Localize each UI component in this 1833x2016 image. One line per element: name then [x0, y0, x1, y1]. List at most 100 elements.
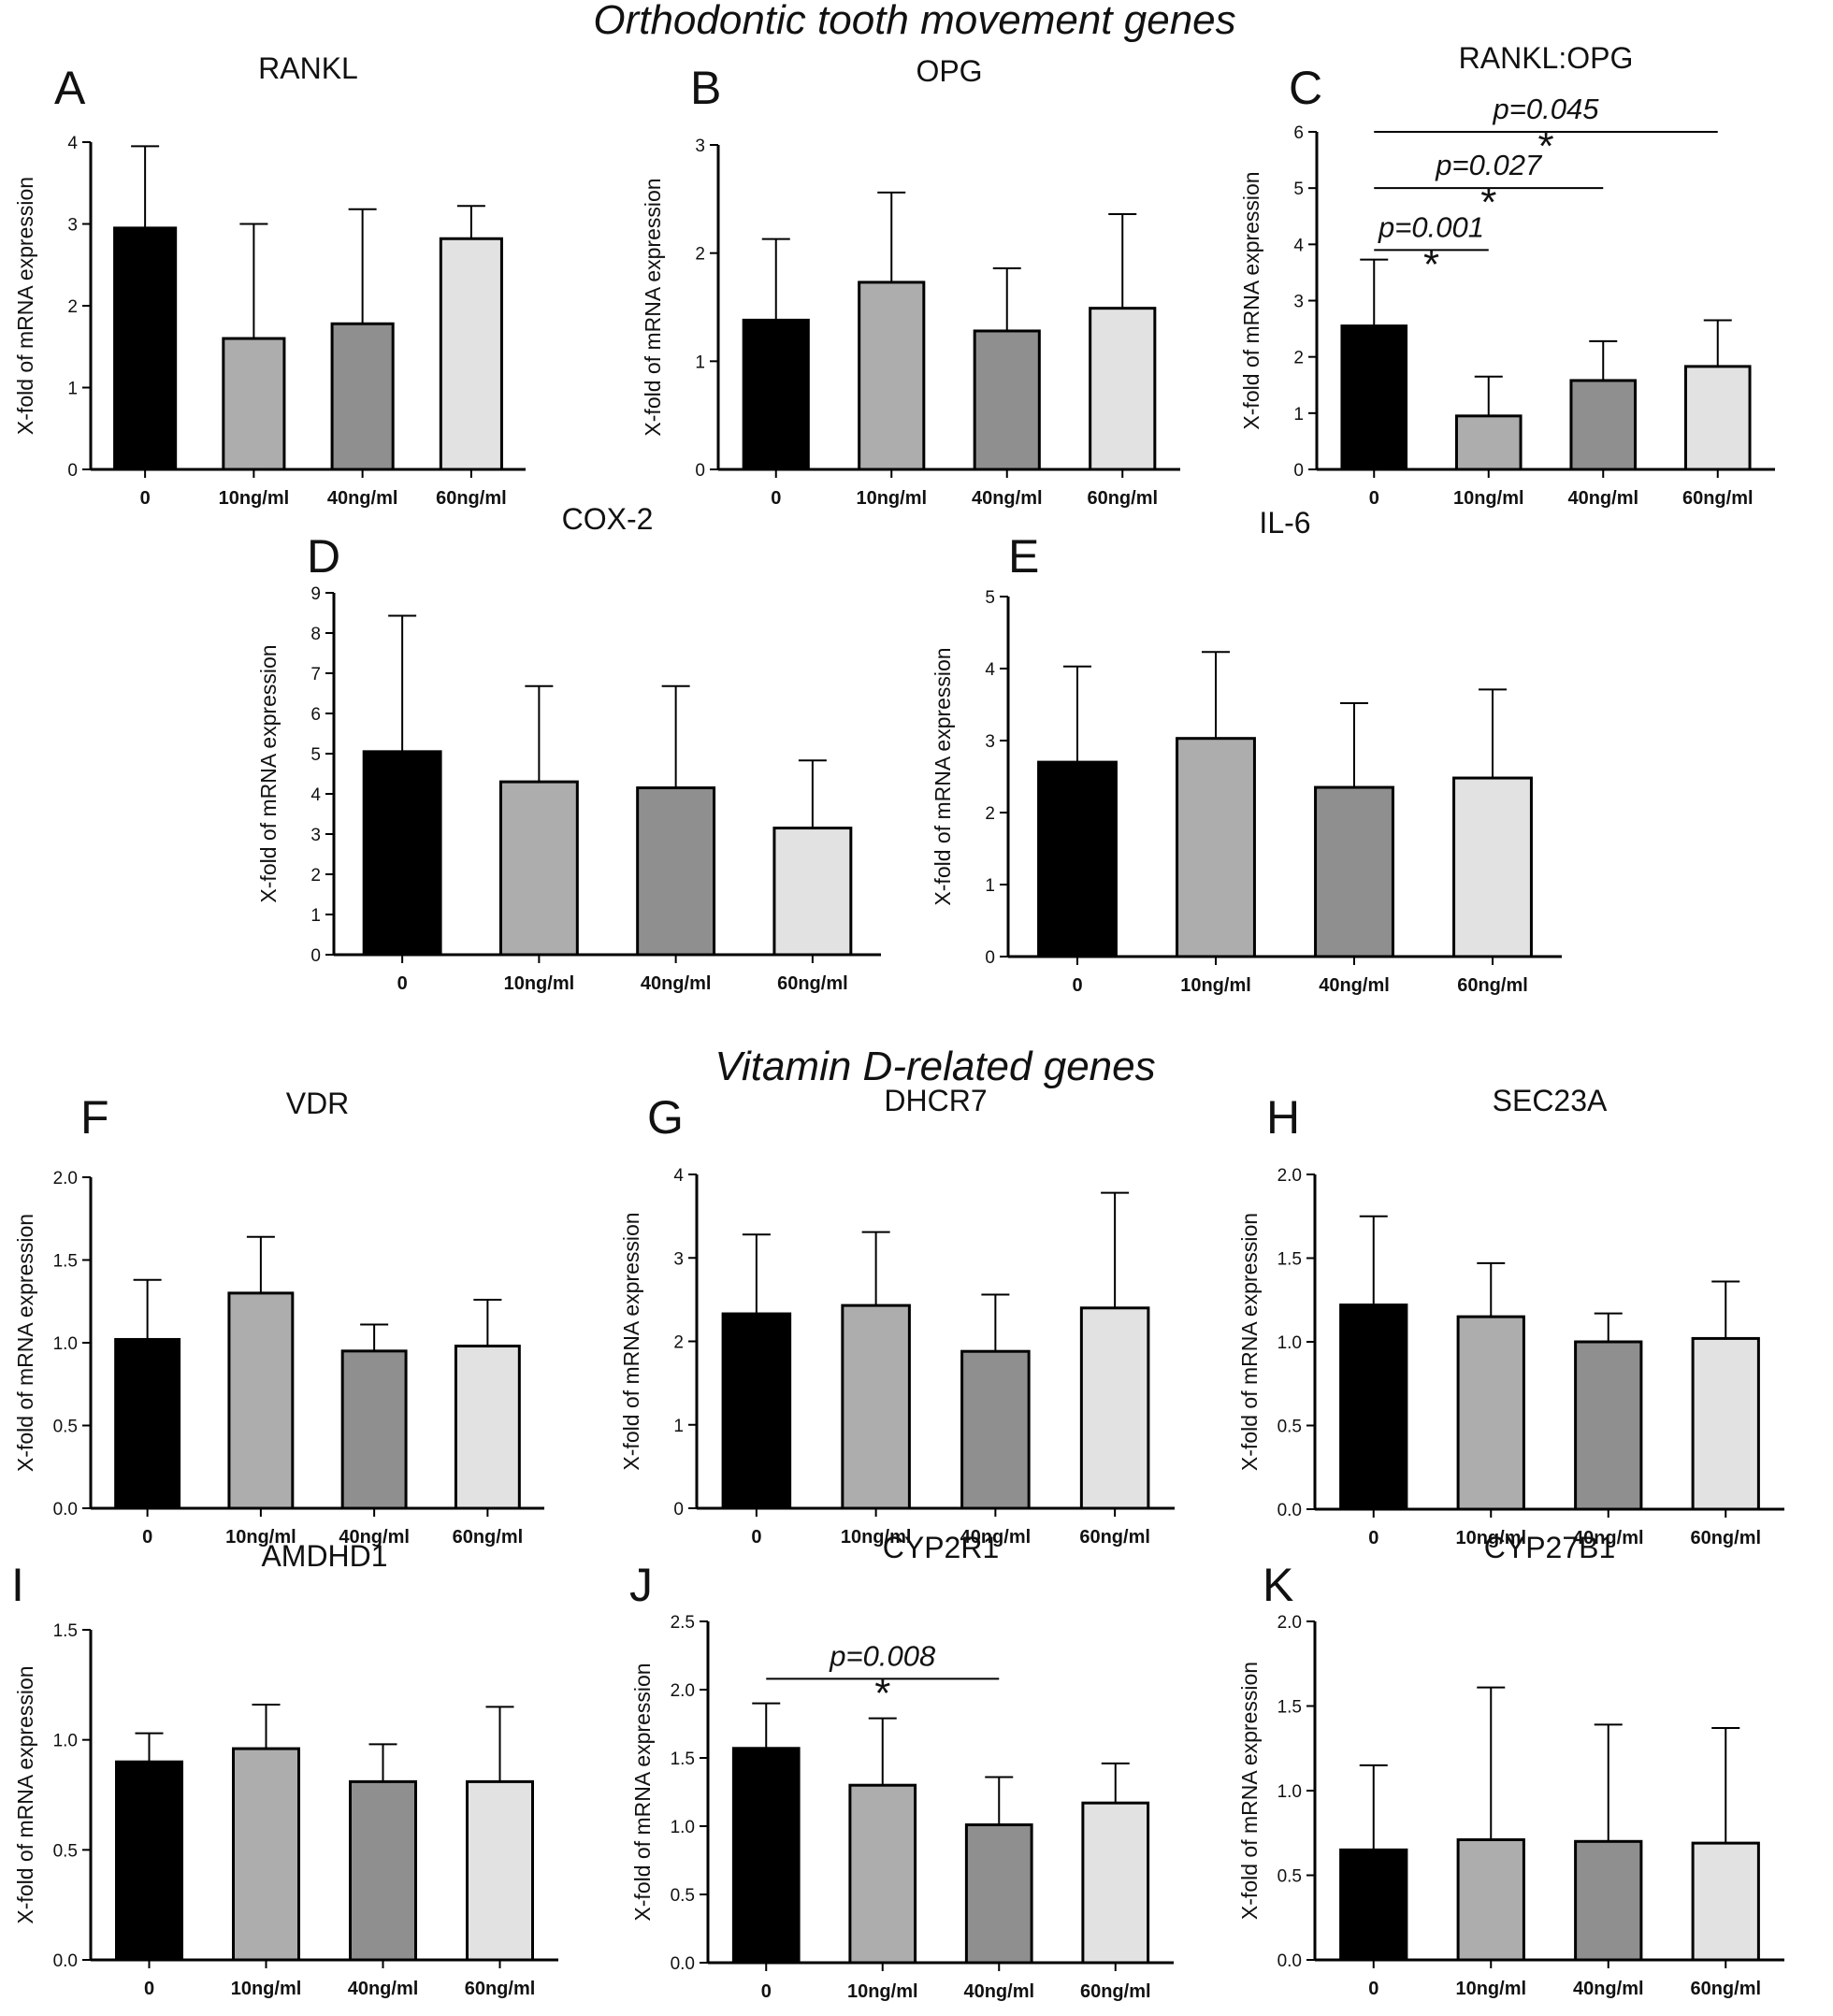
y-tick-label: 1 [695, 353, 705, 372]
x-tick-label: 40ng/ml [1567, 488, 1638, 509]
significance-label: p=0.045 [1493, 93, 1600, 125]
x-tick-label: 10ng/ml [847, 1981, 918, 2002]
bar-10ng-ml [848, 1783, 917, 1965]
bar-10ng-ml [1456, 1837, 1525, 1962]
x-tick-label: 40ng/ml [339, 1527, 410, 1548]
bar-60ng-ml [1683, 365, 1752, 471]
panel-letter: F [80, 1091, 109, 1144]
bar-10ng-ml [232, 1747, 300, 1962]
y-tick-label: 0.0 [1277, 1951, 1302, 1971]
bar-10ng-ml [227, 1291, 295, 1510]
section-title-bottom: Vitamin D-related genes [714, 1044, 1155, 1089]
y-tick-label: 0.0 [1277, 1501, 1302, 1520]
y-tick-label: 1.0 [53, 1334, 78, 1354]
y-tick-label: 2.5 [671, 1613, 695, 1633]
bar-60ng-ml [1081, 1801, 1150, 1965]
bar-40ng-ml [964, 1823, 1033, 1965]
panel-i: I AMDHD1 X-fold of mRNA expression 0.0 0.5 1.… [11, 1539, 558, 1999]
bar-60ng-ml [1089, 307, 1157, 471]
y-tick-label: 3 [67, 216, 78, 236]
y-tick-label: 0 [673, 1500, 684, 1519]
panel-e: E IL-6 X-fold of mRNA expression 0 1 2 3 4 5 0 10n… [931, 506, 1562, 996]
y-axis-label: X-fold of mRNA expression [13, 177, 37, 435]
bar-0 [1339, 1303, 1408, 1511]
significance-star: * [1423, 241, 1439, 287]
y-tick-label: 1 [985, 876, 995, 896]
y-tick-label: 4 [67, 134, 78, 153]
significance-label: p=0.027 [1435, 149, 1543, 181]
y-axis-label: X-fold of mRNA expression [13, 1214, 37, 1472]
y-tick-label: 0.5 [53, 1418, 78, 1437]
panel-title: OPG [916, 54, 982, 88]
y-tick-label: 1.5 [1277, 1250, 1302, 1270]
y-tick-label: 5 [310, 745, 321, 765]
y-tick-label: 2 [67, 297, 78, 317]
significance-star: * [1480, 180, 1496, 225]
panel-letter: K [1263, 1559, 1293, 1611]
y-tick-label: 2 [985, 804, 995, 824]
panel-title: CYP27B1 [1484, 1531, 1616, 1564]
y-tick-label: 0.0 [53, 1951, 78, 1971]
y-axis-label: X-fold of mRNA expression [619, 1212, 643, 1470]
y-tick-label: 2.0 [1277, 1613, 1302, 1633]
x-tick-label: 40ng/ml [1573, 1528, 1644, 1548]
y-tick-label: 1.0 [1277, 1333, 1302, 1353]
x-tick-label: 0 [751, 1527, 761, 1548]
bar-40ng-ml [340, 1349, 408, 1510]
y-tick-label: 3 [1293, 293, 1304, 312]
panels-group: A RANKL X-fold of mRNA expression 0 1 2 3 4 0 10n… [11, 41, 1784, 2002]
y-tick-label: 4 [985, 660, 995, 680]
x-tick-label: 60ng/ml [1690, 1979, 1761, 1999]
x-tick-label: 0 [1368, 1528, 1378, 1548]
y-tick-label: 9 [310, 584, 321, 604]
panel-title: CYP2R1 [883, 1531, 1000, 1564]
x-tick-label: 10ng/ml [1180, 975, 1251, 996]
y-axis-label: X-fold of mRNA expression [256, 644, 281, 902]
y-tick-label: 4 [1293, 236, 1304, 255]
bar-10ng-ml [858, 281, 926, 471]
x-tick-label: 40ng/ml [960, 1527, 1032, 1548]
panel-title: RANKL:OPG [1459, 41, 1634, 75]
bar-40ng-ml [960, 1349, 1031, 1510]
bar-60ng-ml [772, 827, 853, 957]
y-axis-label: X-fold of mRNA expression [13, 1665, 37, 1923]
y-tick-label: 3 [673, 1249, 684, 1269]
panel-title: RANKL [258, 51, 358, 85]
x-tick-label: 0 [1369, 488, 1379, 509]
panel-letter: E [1008, 530, 1039, 583]
bar-0 [362, 750, 442, 957]
x-tick-label: 60ng/ml [1087, 488, 1158, 509]
x-tick-label: 40ng/ml [1319, 975, 1390, 996]
y-tick-label: 0 [985, 948, 995, 968]
y-tick-label: 5 [1293, 180, 1304, 199]
x-tick-label: 40ng/ml [327, 488, 398, 509]
bar-60ng-ml [1452, 776, 1533, 958]
x-tick-label: 10ng/ml [219, 488, 290, 509]
panel-letter: H [1266, 1091, 1300, 1144]
y-tick-label: 1.5 [671, 1750, 695, 1769]
y-axis-label: X-fold of mRNA expression [1237, 1213, 1262, 1471]
significance-star: * [1537, 123, 1553, 169]
bar-0 [1340, 324, 1408, 471]
y-tick-label: 2 [695, 245, 705, 265]
bar-10ng-ml [1456, 1315, 1525, 1511]
y-tick-label: 0 [695, 461, 705, 481]
x-tick-label: 60ng/ml [777, 973, 848, 994]
x-tick-label: 10ng/ml [841, 1527, 912, 1548]
bar-60ng-ml [1079, 1306, 1150, 1510]
y-tick-label: 1.5 [53, 1252, 78, 1272]
x-tick-label: 60ng/ml [1682, 488, 1754, 509]
panel-title: AMDHD1 [261, 1539, 387, 1573]
y-tick-label: 6 [310, 705, 321, 725]
x-tick-label: 60ng/ml [465, 1979, 536, 1999]
y-tick-label: 1.0 [1277, 1782, 1302, 1802]
y-tick-label: 1.0 [53, 1732, 78, 1751]
bar-60ng-ml [439, 237, 503, 471]
bar-10ng-ml [1176, 737, 1256, 958]
y-tick-label: 8 [310, 625, 321, 644]
x-tick-label: 40ng/ml [972, 488, 1043, 509]
bar-10ng-ml [841, 1303, 911, 1510]
x-tick-label: 60ng/ml [436, 488, 507, 509]
x-tick-label: 0 [142, 1527, 152, 1548]
y-tick-label: 5 [985, 588, 995, 608]
